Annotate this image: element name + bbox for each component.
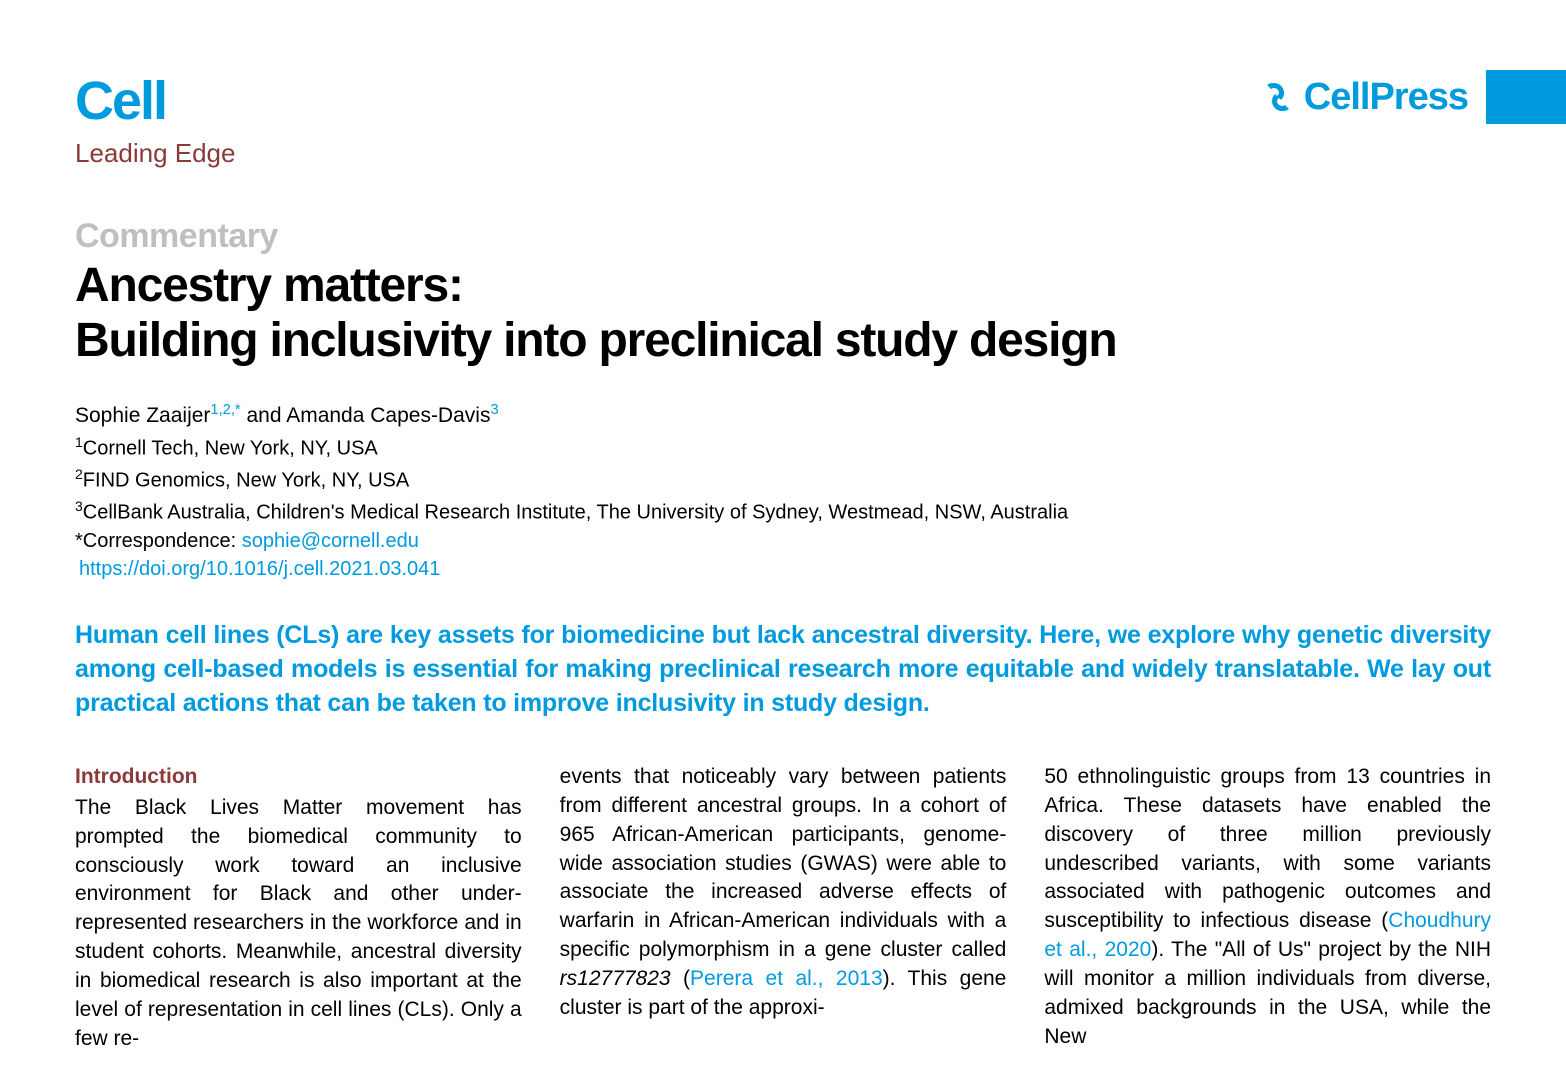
accent-block — [1486, 70, 1566, 124]
article-title: Ancestry matters: Building inclusivity i… — [75, 258, 1491, 368]
article-type: Commentary — [75, 217, 1491, 256]
col2-text-b: ( — [671, 967, 690, 990]
publisher-logo: CellPress — [1260, 76, 1468, 119]
author-2-affil-sup: 3 — [490, 402, 498, 418]
affil-1-sup: 1 — [75, 434, 83, 450]
article-page: Cell CellPress Leading Edge Commentary A… — [0, 0, 1566, 1054]
column-2: events that noticeably vary between pati… — [560, 763, 1007, 1055]
col1-text: The Black Lives Matter movement has prom… — [75, 796, 522, 1051]
affil-2-text: FIND Genomics, New York, NY, USA — [83, 470, 409, 492]
section-label: Leading Edge — [75, 138, 1491, 169]
abstract-text: Human cell lines (CLs) are key assets fo… — [75, 619, 1491, 720]
publisher-logo-text: CellPress — [1304, 76, 1468, 119]
body-columns: Introduction The Black Lives Matter move… — [75, 763, 1491, 1055]
correspondence-label: *Correspondence: — [75, 530, 242, 552]
affiliation-3: 3CellBank Australia, Children's Medical … — [75, 496, 1491, 528]
affil-3-sup: 3 — [75, 498, 83, 514]
journal-logo: Cell — [75, 70, 166, 132]
publisher-block: CellPress — [1260, 70, 1491, 124]
column-1: Introduction The Black Lives Matter move… — [75, 763, 522, 1055]
affil-2-sup: 2 — [75, 466, 83, 482]
author-1-affil-sup: 1,2, — [210, 402, 235, 418]
title-line-2: Building inclusivity into preclinical st… — [75, 314, 1117, 367]
intro-heading: Introduction — [75, 763, 522, 792]
col2-gene-name: rs12777823 — [560, 967, 671, 990]
affil-1-text: Cornell Tech, New York, NY, USA — [83, 438, 378, 460]
affiliation-1: 1Cornell Tech, New York, NY, USA — [75, 432, 1491, 464]
doi-link[interactable]: https://doi.org/10.1016/j.cell.2021.03.0… — [79, 558, 440, 580]
author-list: Sophie Zaaijer1,2,* and Amanda Capes-Dav… — [75, 402, 1491, 428]
col3-text-a: 50 ethnolinguistic groups from 13 countr… — [1044, 765, 1491, 933]
correspondence-email-link[interactable]: sophie@cornell.edu — [242, 530, 419, 552]
correspondence-line: *Correspondence: sophie@cornell.edu — [75, 527, 1491, 556]
doi-line: https://doi.org/10.1016/j.cell.2021.03.0… — [79, 558, 1491, 581]
affiliation-2: 2FIND Genomics, New York, NY, USA — [75, 464, 1491, 496]
title-line-1: Ancestry matters: — [75, 259, 463, 312]
col2-text-a: events that noticeably vary between pati… — [560, 765, 1007, 962]
author-separator: and Amanda Capes-Davis — [241, 404, 491, 427]
col2-citation[interactable]: Perera et al., 2013 — [690, 967, 883, 990]
affil-3-text: CellBank Australia, Children's Medical R… — [83, 501, 1068, 523]
author-1-name: Sophie Zaaijer — [75, 404, 210, 427]
page-header: Cell CellPress — [75, 70, 1491, 132]
link-icon — [1260, 79, 1296, 115]
column-3: 50 ethnolinguistic groups from 13 countr… — [1044, 763, 1491, 1055]
